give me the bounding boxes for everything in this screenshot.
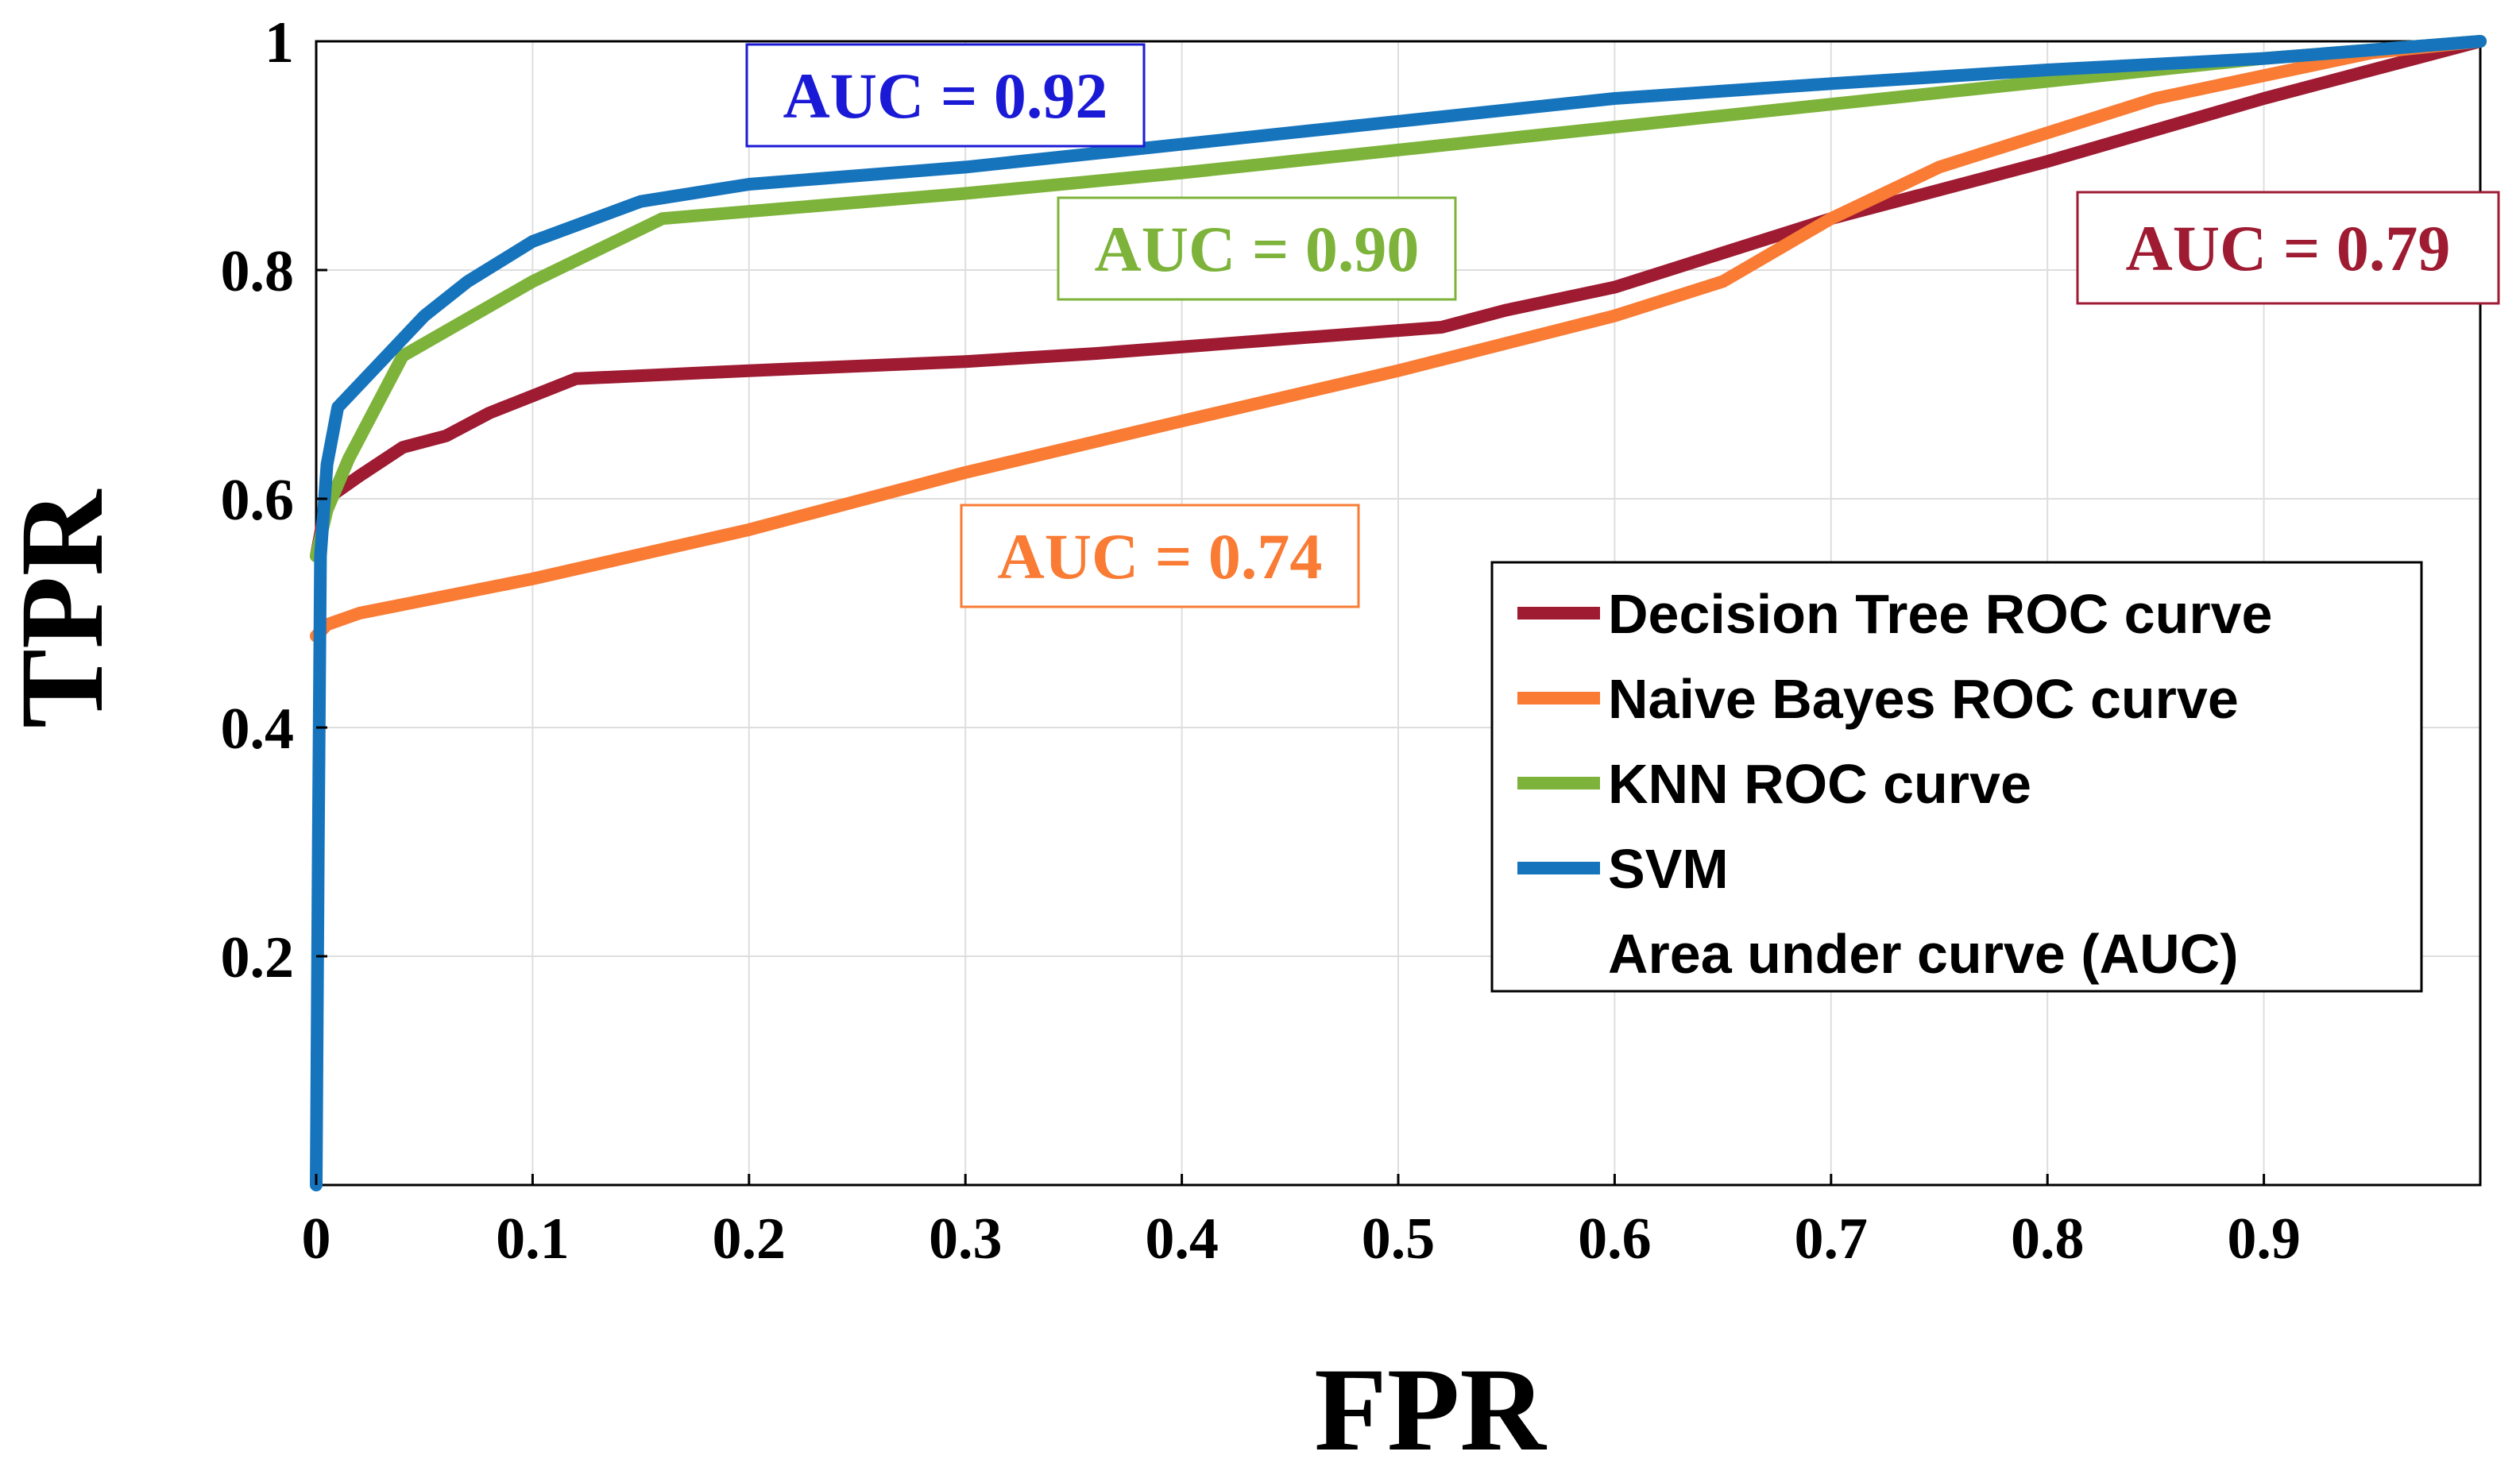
legend-label: SVM — [1608, 838, 1729, 900]
legend-item: SVM — [1517, 838, 1729, 900]
legend-label: Naive Bayes ROC curve — [1608, 668, 2239, 730]
legend: Decision Tree ROC curve Naive Bayes ROC c… — [1490, 561, 2423, 993]
x-tick-label: 0.5 — [1362, 1206, 1436, 1272]
series-line-decision-tree-roc-curve — [310, 35, 2487, 562]
auc-box — [745, 43, 1146, 148]
auc-annotation: AUC = 0.79 — [2076, 191, 2500, 305]
legend-label: Decision Tree ROC curve — [1608, 583, 2272, 645]
auc-box — [2076, 191, 2500, 305]
y-tick-label: 1 — [265, 10, 294, 75]
y-tick-label: 0.4 — [221, 697, 295, 762]
x-tick-label: 0.1 — [496, 1206, 570, 1272]
axis-ticks: 0 0.1 0.2 0.3 0.4 0.5 0.6 0.7 0.8 0.9 0.2 0.4 0.6 0.8… — [221, 10, 2301, 1272]
x-tick-label: 0.9 — [2227, 1206, 2301, 1272]
y-tick-label: 0.6 — [221, 468, 295, 533]
legend-item: Naive Bayes ROC curve — [1517, 668, 2239, 730]
series-line-knn-roc-curve — [310, 35, 2487, 562]
series-line-svm — [310, 35, 2487, 1191]
series-line-naive-bayes-roc-curve — [310, 35, 2487, 643]
auc-box — [1057, 196, 1457, 301]
auc-annotations: AUC = 0.79 AUC = 0.74 AUC = 0.90 AUC = 0.92 — [745, 43, 2500, 608]
legend-box — [1490, 561, 2423, 993]
y-tick-label: 0.2 — [221, 925, 295, 990]
legend-note: Area under curve (AUC) — [1608, 923, 2239, 985]
legend-item: Decision Tree ROC curve — [1517, 583, 2272, 645]
series-lines — [310, 35, 2487, 1191]
x-tick-label: 0.2 — [713, 1206, 787, 1272]
y-axis-label: TPR — [0, 488, 128, 728]
auc-box — [960, 504, 1360, 608]
y-tick-label: 0.8 — [221, 239, 295, 304]
x-tick-label: 0.3 — [929, 1206, 1003, 1272]
x-tick-label: 0.8 — [2011, 1206, 2085, 1272]
auc-label: AUC = 0.74 — [998, 520, 1323, 593]
auc-annotation: AUC = 0.90 — [1057, 196, 1457, 301]
legend-item: KNN ROC curve — [1517, 753, 2031, 815]
auc-annotation: AUC = 0.92 — [745, 43, 1146, 148]
x-tick-label: 0.6 — [1578, 1206, 1652, 1272]
legend-label: KNN ROC curve — [1608, 753, 2031, 815]
x-tick-label: 0.7 — [1795, 1206, 1869, 1272]
auc-label: AUC = 0.90 — [1095, 213, 1420, 285]
auc-annotation: AUC = 0.74 — [960, 504, 1360, 608]
x-axis-label: FPR — [1314, 1344, 1547, 1463]
auc-label: AUC = 0.79 — [2126, 212, 2451, 284]
auc-label: AUC = 0.92 — [783, 60, 1108, 132]
x-tick-label: 0 — [302, 1206, 331, 1272]
x-tick-label: 0.4 — [1145, 1206, 1219, 1272]
